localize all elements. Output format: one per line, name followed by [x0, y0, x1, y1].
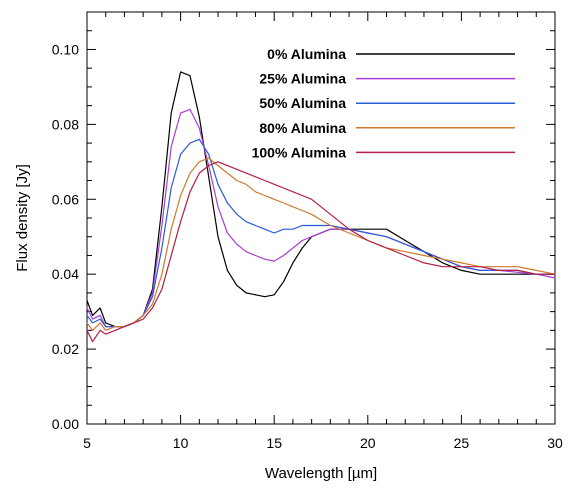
x-axis-label: Wavelength [µm]: [265, 465, 377, 482]
series-lines: [86, 71, 556, 343]
y-tick-label: 0.02: [52, 341, 79, 357]
axis-ticks: 5 10 15 20 25 30 0.00 0.02 0.04 0.06 0.08 0.10: [52, 11, 563, 451]
x-tick-label: 25: [454, 435, 470, 451]
y-tick-label: 0.04: [52, 266, 79, 282]
x-tick-label: 5: [83, 435, 91, 451]
y-tick-label: 0.10: [52, 41, 79, 57]
x-tick-label: 15: [266, 435, 282, 451]
legend-label-3: 50% Alumina: [259, 95, 346, 111]
y-axis-label: Flux density [Jy]: [14, 164, 31, 272]
series-line-4: [86, 157, 556, 331]
y-tick-label: 0.06: [52, 191, 79, 207]
series-line-5: [86, 161, 556, 343]
legend: 0% Alumina 25% Alumina 50% Alumina 80% Alum…: [252, 46, 515, 160]
legend-label-1: 0% Alumina: [267, 46, 346, 62]
x-tick-label: 20: [360, 435, 376, 451]
y-tick-label: 0.00: [52, 416, 79, 432]
y-tick-label: 0.08: [52, 116, 79, 132]
x-tick-label: 10: [173, 435, 189, 451]
x-tick-label: 30: [547, 435, 563, 451]
series-line-2: [86, 108, 556, 328]
legend-label-2: 25% Alumina: [259, 71, 346, 87]
legend-label-4: 80% Alumina: [259, 120, 346, 136]
legend-label-5: 100% Alumina: [252, 144, 347, 160]
